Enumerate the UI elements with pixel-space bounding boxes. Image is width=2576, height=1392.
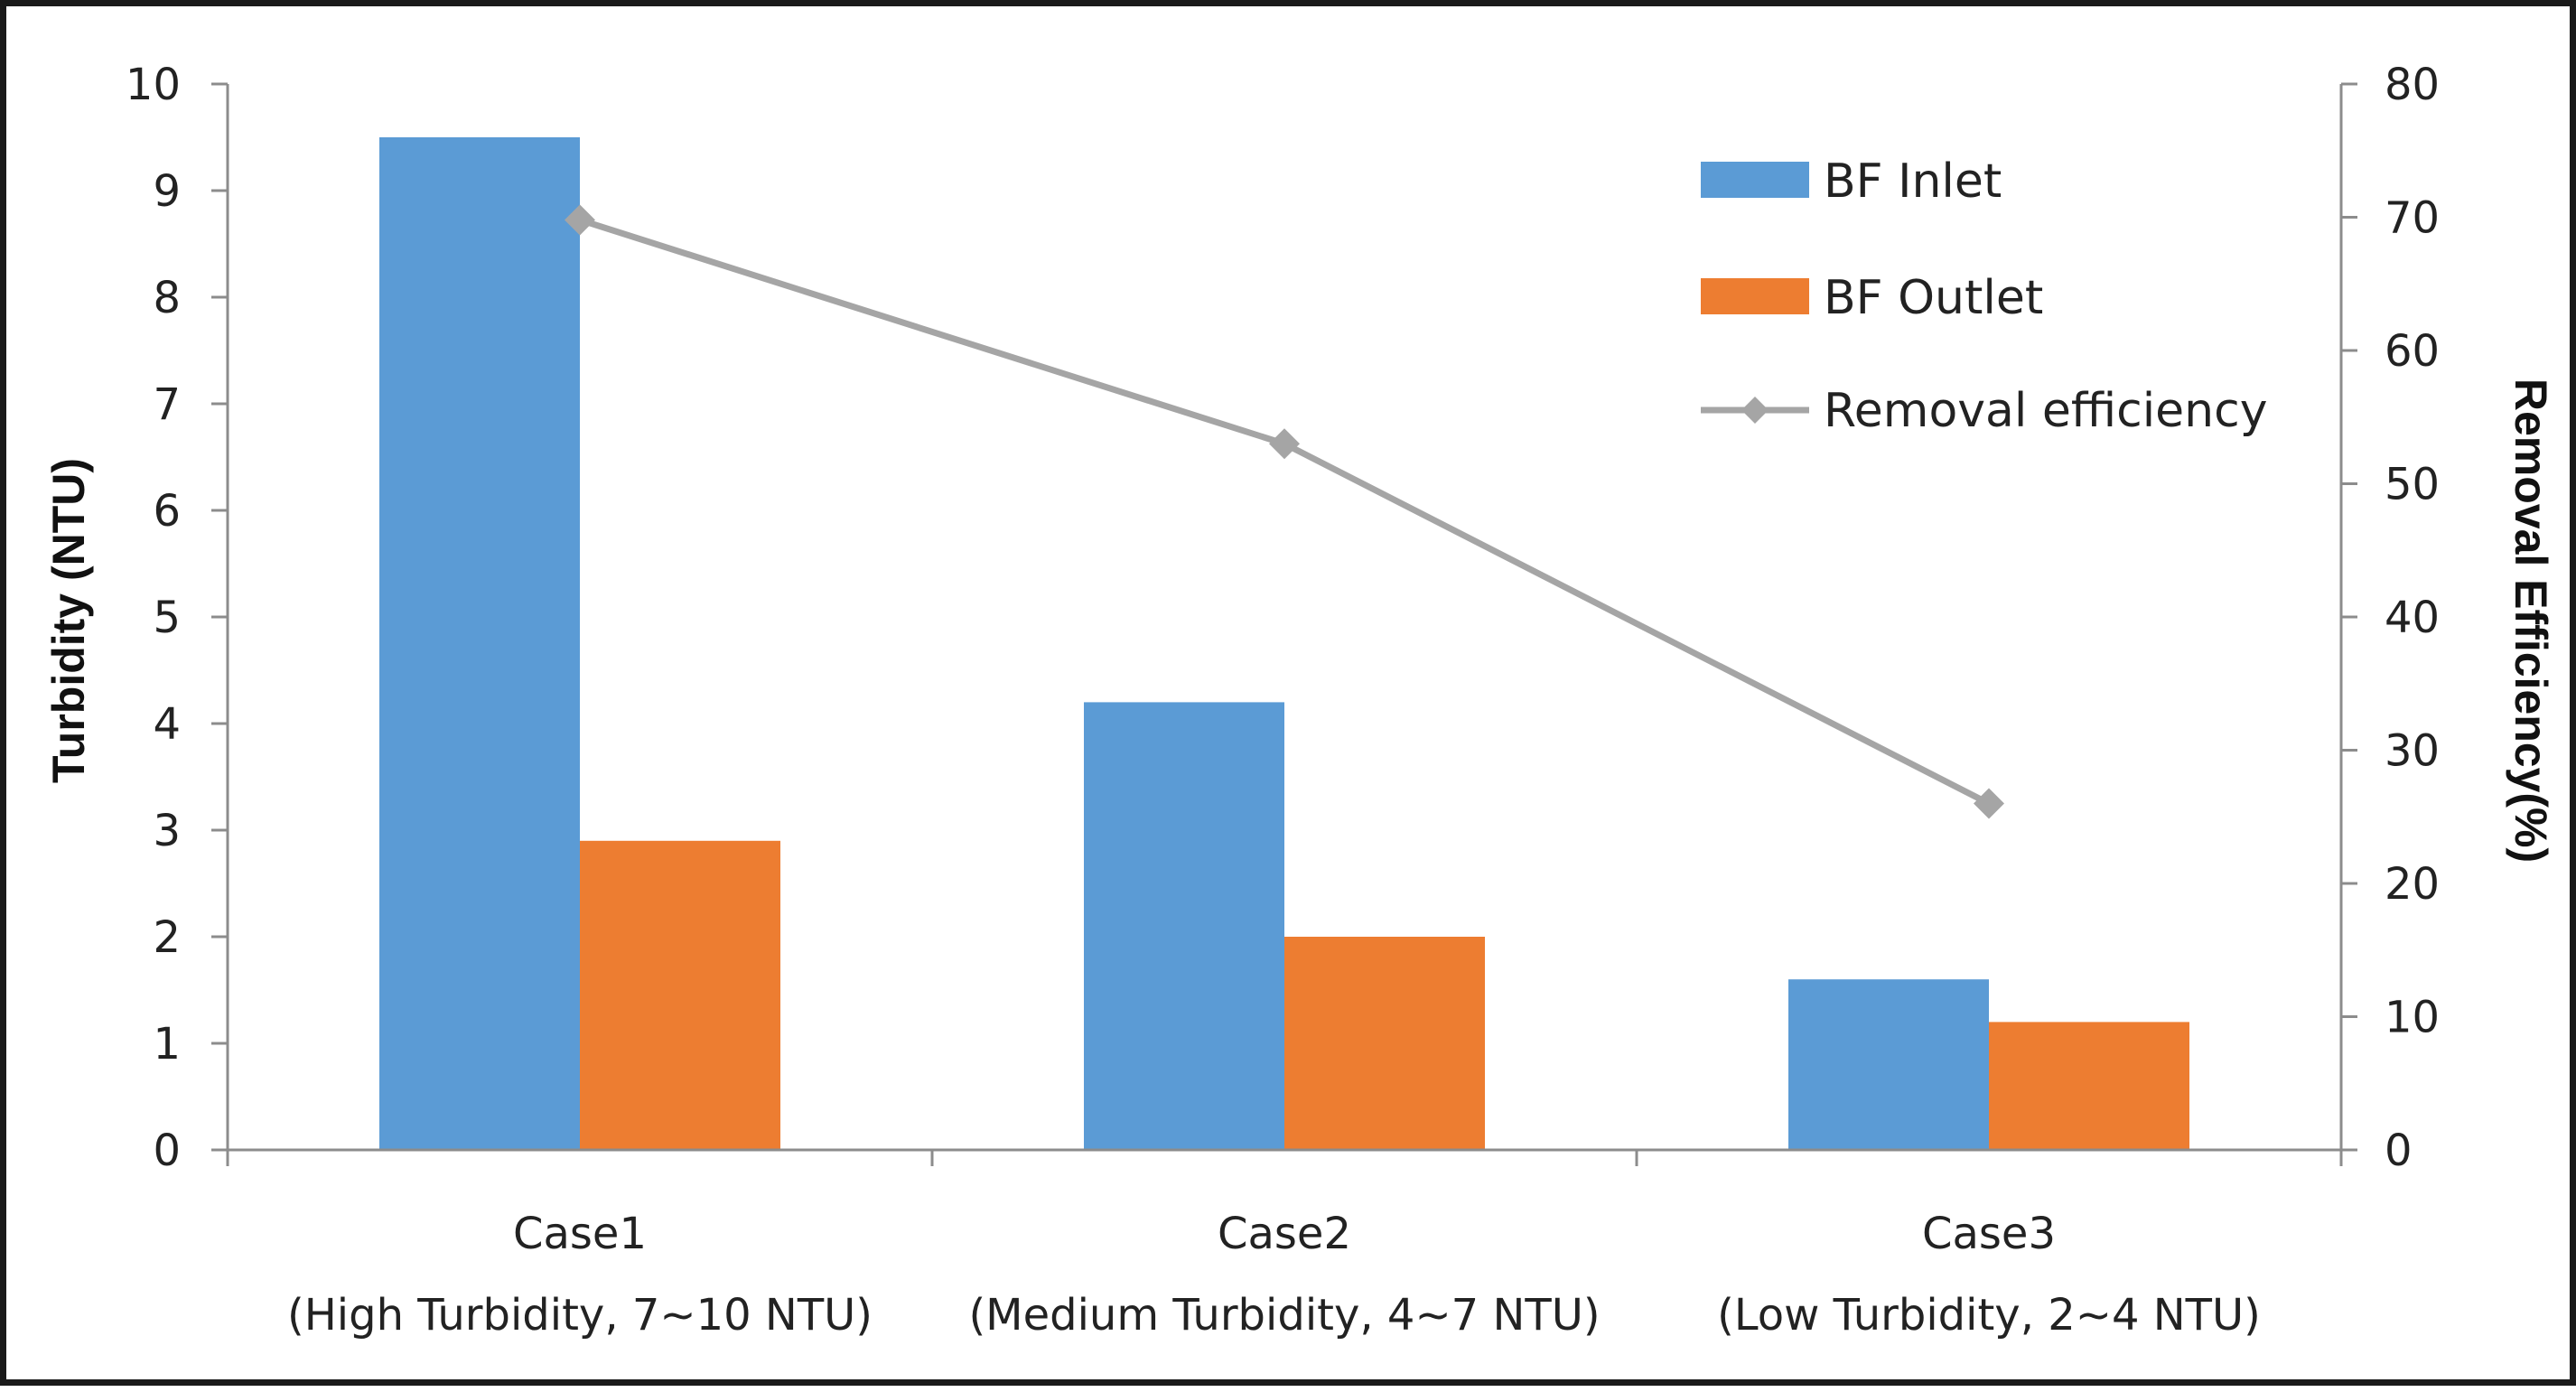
efficiency-point <box>565 204 595 236</box>
left-tick-label: 3 <box>153 806 181 856</box>
category-sublabel: (High Turbidity, 7~10 NTU) <box>287 1290 873 1341</box>
left-tick-label: 8 <box>153 273 181 323</box>
left-tick-label: 10 <box>126 60 181 110</box>
bar-bf-outlet <box>1284 937 1485 1150</box>
left-tick-label: 9 <box>153 166 181 217</box>
right-tick-label: 70 <box>2385 193 2440 244</box>
efficiency-point <box>1974 788 2004 819</box>
category-sublabel: (Low Turbidity, 2~4 NTU) <box>1717 1290 2261 1341</box>
legend-label-outlet: BF Outlet <box>1824 271 2043 325</box>
bar-bf-inlet <box>1084 702 1284 1150</box>
right-tick-label: 50 <box>2385 460 2440 510</box>
left-tick-label: 6 <box>153 486 181 537</box>
efficiency-point <box>1269 428 1300 460</box>
left-y-ticks: 0 1 2 3 4 5 6 7 8 9 10 <box>126 60 228 1176</box>
bar-bf-outlet <box>580 840 780 1150</box>
category-label: Case3 <box>1922 1209 2056 1259</box>
category-label: Case1 <box>513 1209 647 1259</box>
legend-swatch-outlet <box>1701 278 1809 314</box>
right-tick-label: 30 <box>2385 726 2440 777</box>
legend-label-efficiency: Removal efficiency <box>1824 384 2268 438</box>
bar-bf-outlet <box>1989 1022 2189 1150</box>
bars-layer <box>379 137 2189 1150</box>
category-label: Case2 <box>1218 1209 1351 1259</box>
left-y-axis-title: Turbidity (NTU) <box>43 458 94 783</box>
right-tick-label: 80 <box>2385 60 2440 110</box>
bar-bf-inlet <box>1788 979 1989 1150</box>
right-tick-label: 20 <box>2385 859 2440 910</box>
left-tick-label: 0 <box>153 1126 181 1176</box>
right-tick-label: 10 <box>2385 993 2440 1043</box>
left-tick-label: 5 <box>153 593 181 643</box>
efficiency-line-layer <box>565 204 2004 819</box>
x-ticks <box>226 1150 2343 1166</box>
legend-label-inlet: BF Inlet <box>1824 154 2002 209</box>
category-labels: Case1 (High Turbidity, 7~10 NTU) Case2 (Med… <box>287 1209 2261 1341</box>
right-tick-label: 60 <box>2385 326 2440 377</box>
category-sublabel: (Medium Turbidity, 4~7 NTU) <box>968 1290 1600 1341</box>
left-tick-label: 1 <box>153 1019 181 1070</box>
right-tick-label: 0 <box>2385 1126 2413 1176</box>
right-tick-label: 40 <box>2385 593 2440 643</box>
left-tick-label: 4 <box>153 699 181 750</box>
combo-chart: 0 1 2 3 4 5 6 7 8 9 10 0 10 20 30 40 50 60 70 80 Case1 (Hig… <box>43 60 2556 1341</box>
bar-bf-inlet <box>379 137 580 1150</box>
right-y-ticks: 0 10 20 30 40 50 60 70 80 <box>2341 60 2440 1176</box>
left-tick-label: 2 <box>153 912 181 963</box>
legend-swatch-inlet <box>1701 162 1809 198</box>
legend-marker-efficiency <box>1741 397 1769 424</box>
right-y-axis-title: Removal Efficiency(%) <box>2506 378 2556 863</box>
legend: BF Inlet BF Outlet Removal efficiency <box>1701 154 2268 438</box>
left-tick-label: 7 <box>153 379 181 430</box>
